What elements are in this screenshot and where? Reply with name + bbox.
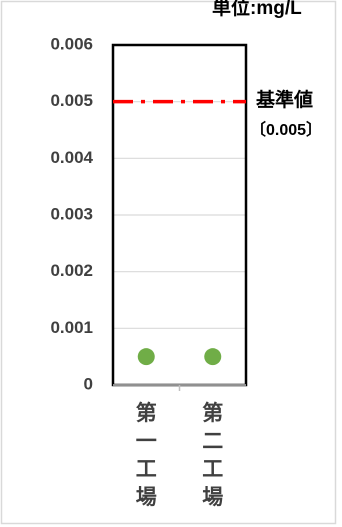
y-tick-label: 0.005 [50,91,93,110]
data-point [204,348,222,366]
x-category-label: 第一工場 [136,401,157,509]
y-tick-label: 0.004 [50,148,93,167]
x-axis-categories: 第一工場 第二工場 [136,401,224,509]
reference-value-label: 〔0.005〕 [250,121,322,139]
y-axis-ticks: 0 0.001 0.002 0.003 0.004 0.005 0.006 [50,34,93,393]
y-tick-label: 0.001 [50,318,93,337]
gridlines [113,101,246,329]
unit-label: 単位:mg/L [212,0,302,19]
y-tick-label: 0.003 [50,204,93,223]
data-point [137,348,155,366]
y-tick-label: 0.006 [50,34,93,53]
x-category-label: 第二工場 [202,401,223,509]
y-tick-label: 0.002 [50,261,93,280]
data-points [137,348,222,366]
y-tick-label: 0 [84,374,93,393]
reference-label: 基準値 [255,88,313,111]
